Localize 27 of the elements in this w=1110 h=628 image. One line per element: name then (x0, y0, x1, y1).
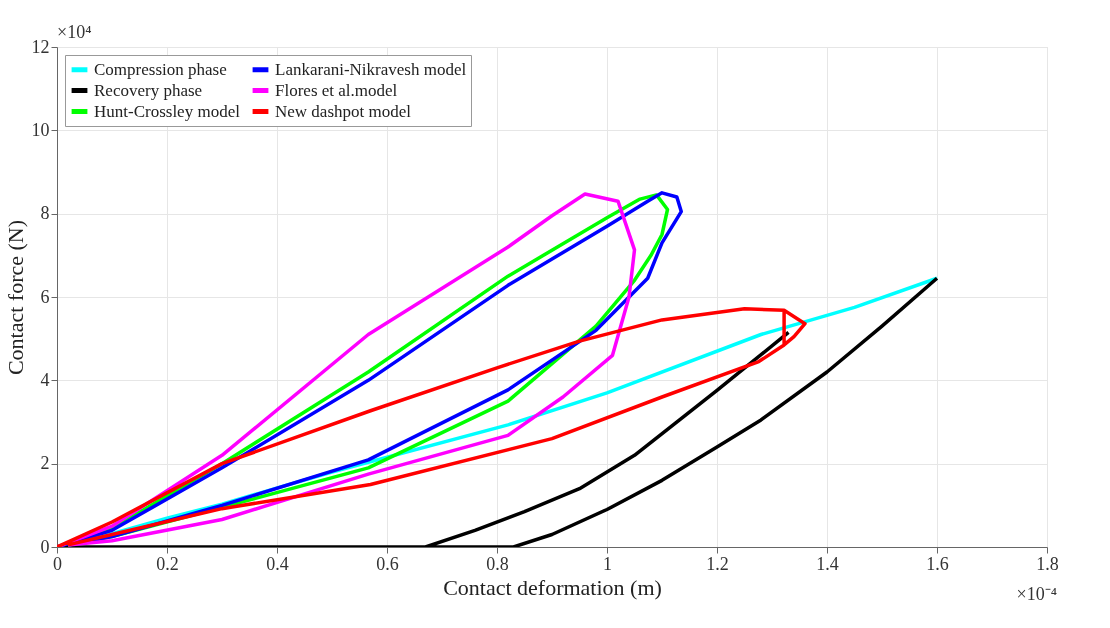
x-tick-label: 1 (603, 553, 612, 574)
x-tick-label: 0.2 (156, 553, 179, 574)
y-tick-label: 10 (31, 119, 50, 140)
legend-label: Compression phase (94, 59, 227, 79)
x-tick-label: 0.8 (486, 553, 509, 574)
y-tick-label: 4 (40, 369, 50, 390)
y-axis-title: Contact force (N) (2, 219, 28, 376)
text: ×10⁴ (57, 22, 92, 42)
x-tick-label: 0.6 (376, 553, 399, 574)
legend-label: Hunt-Crossley model (94, 101, 241, 121)
y-tick-label: 2 (40, 453, 50, 474)
y-tick-label: 8 (40, 203, 50, 224)
x-tick-label: 1.2 (706, 553, 729, 574)
y-tick-label: 12 (31, 36, 50, 57)
x-tick-label: 0.4 (266, 553, 289, 574)
legend-label: New dashpot model (275, 101, 412, 121)
x-tick-label: 1.6 (926, 553, 949, 574)
legend-label: Recovery phase (94, 80, 203, 100)
x-tick-label: 1.4 (816, 553, 839, 574)
x-axis-title: Contact deformation (m) (443, 574, 662, 600)
y-tick-label: 0 (40, 536, 50, 557)
y-tick-label: 6 (40, 286, 50, 307)
legend-label: Flores et al.model (275, 80, 398, 100)
text: ×10⁻⁴ (1016, 584, 1057, 604)
x-tick-label: 1.8 (1036, 553, 1059, 574)
line-series (57, 306, 807, 547)
legend-label: Lankarani-Nikravesh model (275, 59, 467, 79)
